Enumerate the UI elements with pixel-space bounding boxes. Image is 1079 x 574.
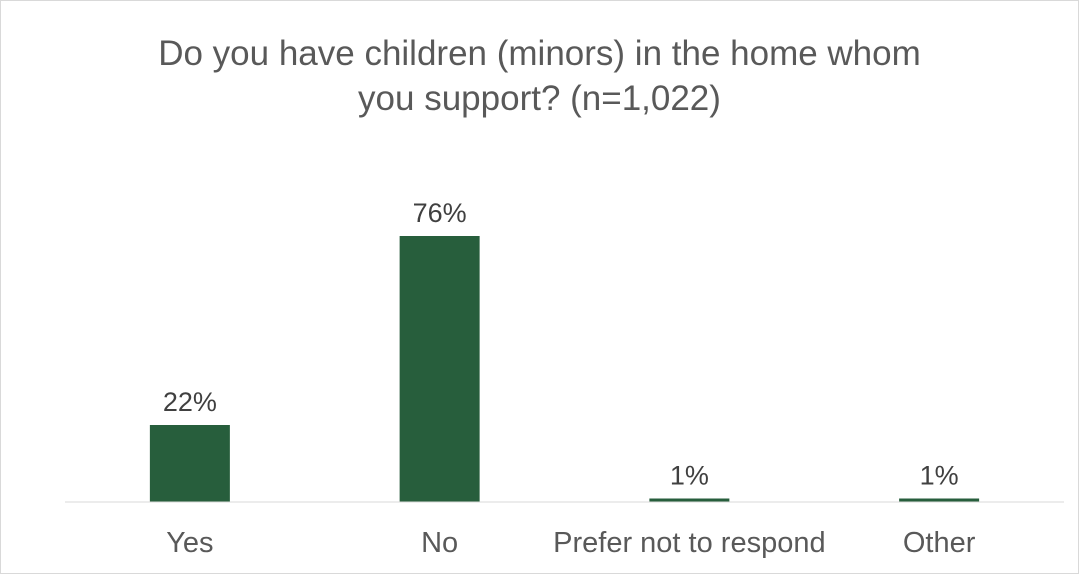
chart-title-line-1: Do you have children (minors) in the hom…	[158, 34, 921, 73]
data-label-2: 1%	[670, 461, 709, 491]
chart-title-line-2: you support? (n=1,022)	[358, 79, 721, 118]
data-label-0: 22%	[163, 387, 217, 417]
bars-group	[149, 236, 980, 502]
category-labels-group: Yes No Prefer not to respond Other	[166, 527, 976, 559]
category-label-1: No	[421, 527, 458, 559]
chart-title: Do you have children (minors) in the hom…	[1, 31, 1078, 121]
bar-0	[149, 425, 230, 502]
data-label-3: 1%	[920, 461, 959, 491]
data-label-1: 76%	[413, 198, 467, 228]
bar-3	[899, 498, 980, 502]
category-label-0: Yes	[166, 527, 213, 559]
category-label-3: Other	[903, 527, 976, 559]
data-labels-group: 22% 76% 1% 1%	[163, 198, 959, 491]
bar-1	[399, 236, 480, 502]
category-label-2: Prefer not to respond	[553, 527, 825, 559]
bar-2	[649, 498, 730, 502]
